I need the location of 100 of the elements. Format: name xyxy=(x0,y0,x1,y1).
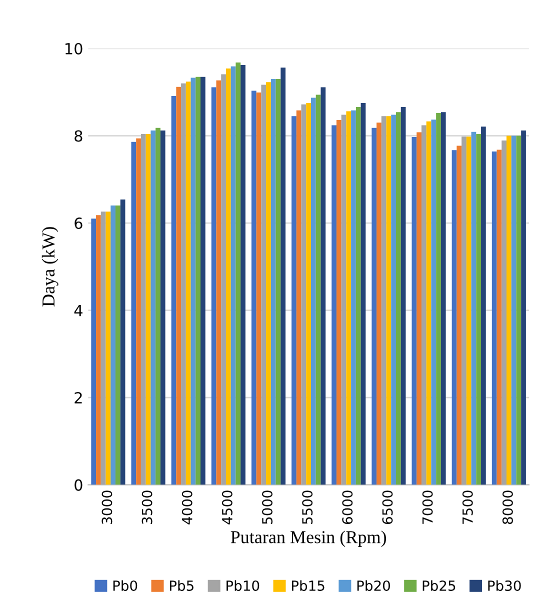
bar xyxy=(436,113,441,485)
bar xyxy=(341,114,346,485)
bar xyxy=(452,150,457,485)
x-tick-label: 8000 xyxy=(502,490,513,524)
bar xyxy=(96,215,101,485)
bar xyxy=(160,130,166,485)
bar xyxy=(310,98,316,485)
bar xyxy=(336,120,342,485)
bar xyxy=(481,126,486,485)
y-tick-label: 10 xyxy=(66,42,82,54)
bar xyxy=(236,62,241,485)
x-tick-label: 7000 xyxy=(422,490,433,524)
bar xyxy=(462,136,466,485)
bar xyxy=(196,76,201,485)
bar xyxy=(320,87,326,485)
bar xyxy=(171,96,176,485)
y-tick-label: 6 xyxy=(74,217,82,230)
legend-label: Pb20 xyxy=(357,580,390,591)
y-tick-label: 2 xyxy=(74,392,82,404)
bar xyxy=(200,76,206,485)
bar xyxy=(386,116,392,485)
bar xyxy=(372,128,377,485)
y-tick-label: 8 xyxy=(74,130,82,142)
legend-label: Pb25 xyxy=(422,580,456,591)
bar xyxy=(256,92,262,485)
bar xyxy=(181,83,186,485)
legend-label: Pb5 xyxy=(170,580,194,591)
bar xyxy=(216,80,222,485)
bar xyxy=(131,142,136,485)
y-tick-label: 4 xyxy=(74,304,82,316)
bar xyxy=(496,150,502,485)
bar xyxy=(146,134,151,485)
bar xyxy=(471,132,476,485)
bar xyxy=(440,112,446,485)
bar xyxy=(456,146,462,485)
bar xyxy=(292,116,296,485)
bar xyxy=(431,120,436,485)
bar xyxy=(351,110,356,485)
bar xyxy=(190,78,196,485)
bar xyxy=(266,82,271,485)
bar xyxy=(412,137,417,485)
bar xyxy=(426,121,432,485)
legend-label: Pb15 xyxy=(292,580,324,591)
bar xyxy=(261,84,266,485)
bar xyxy=(502,140,506,485)
bar xyxy=(376,122,382,485)
bar xyxy=(240,65,246,485)
x-tick-label: 6500 xyxy=(382,490,393,524)
x-tick-label: 5500 xyxy=(302,490,313,524)
bar xyxy=(466,136,472,485)
bar xyxy=(276,79,281,485)
bar xyxy=(332,125,336,485)
bar xyxy=(301,104,306,485)
x-tick-label: 5000 xyxy=(262,490,273,524)
bar xyxy=(136,138,141,485)
legend-label: Pb30 xyxy=(488,580,521,591)
bar xyxy=(221,74,226,485)
x-tick-label: 3000 xyxy=(102,490,112,524)
bar xyxy=(280,68,286,485)
bar xyxy=(391,114,396,485)
bar xyxy=(251,90,256,485)
y-tick-label: 0 xyxy=(74,479,82,491)
x-tick-label: 7500 xyxy=(462,490,473,524)
legend-label: Pb0 xyxy=(113,580,138,591)
bar xyxy=(381,116,386,485)
bar xyxy=(511,136,516,485)
bar xyxy=(421,125,426,485)
bar xyxy=(400,106,406,485)
bar xyxy=(106,212,111,485)
bar xyxy=(110,206,116,485)
bar xyxy=(356,106,361,485)
x-tick-label: 4500 xyxy=(222,490,232,524)
bar xyxy=(91,218,96,485)
bar xyxy=(100,212,106,485)
bar xyxy=(230,66,236,485)
bar xyxy=(150,130,156,485)
bar xyxy=(396,112,401,485)
bar xyxy=(140,134,146,485)
bar xyxy=(516,136,522,485)
bar xyxy=(186,82,191,485)
bar xyxy=(226,68,231,485)
bar xyxy=(360,103,366,485)
bar xyxy=(270,79,276,485)
bar xyxy=(521,130,526,485)
legend-label: Pb10 xyxy=(226,580,260,591)
y-axis-title: Daya (kW) xyxy=(42,227,58,306)
bar xyxy=(176,86,182,485)
bar xyxy=(156,128,160,485)
x-tick-label: 3500 xyxy=(142,490,152,524)
bar xyxy=(211,87,216,485)
bar xyxy=(306,103,311,485)
bar xyxy=(416,132,422,485)
bar xyxy=(476,134,482,485)
x-tick-label: 6000 xyxy=(342,490,353,524)
x-axis-title: Putaran Mesin (Rpm) xyxy=(230,530,386,547)
bar xyxy=(296,110,302,485)
bar xyxy=(506,136,512,485)
x-tick-label: 4000 xyxy=(182,490,192,524)
bar xyxy=(492,151,497,485)
bar xyxy=(316,94,321,485)
